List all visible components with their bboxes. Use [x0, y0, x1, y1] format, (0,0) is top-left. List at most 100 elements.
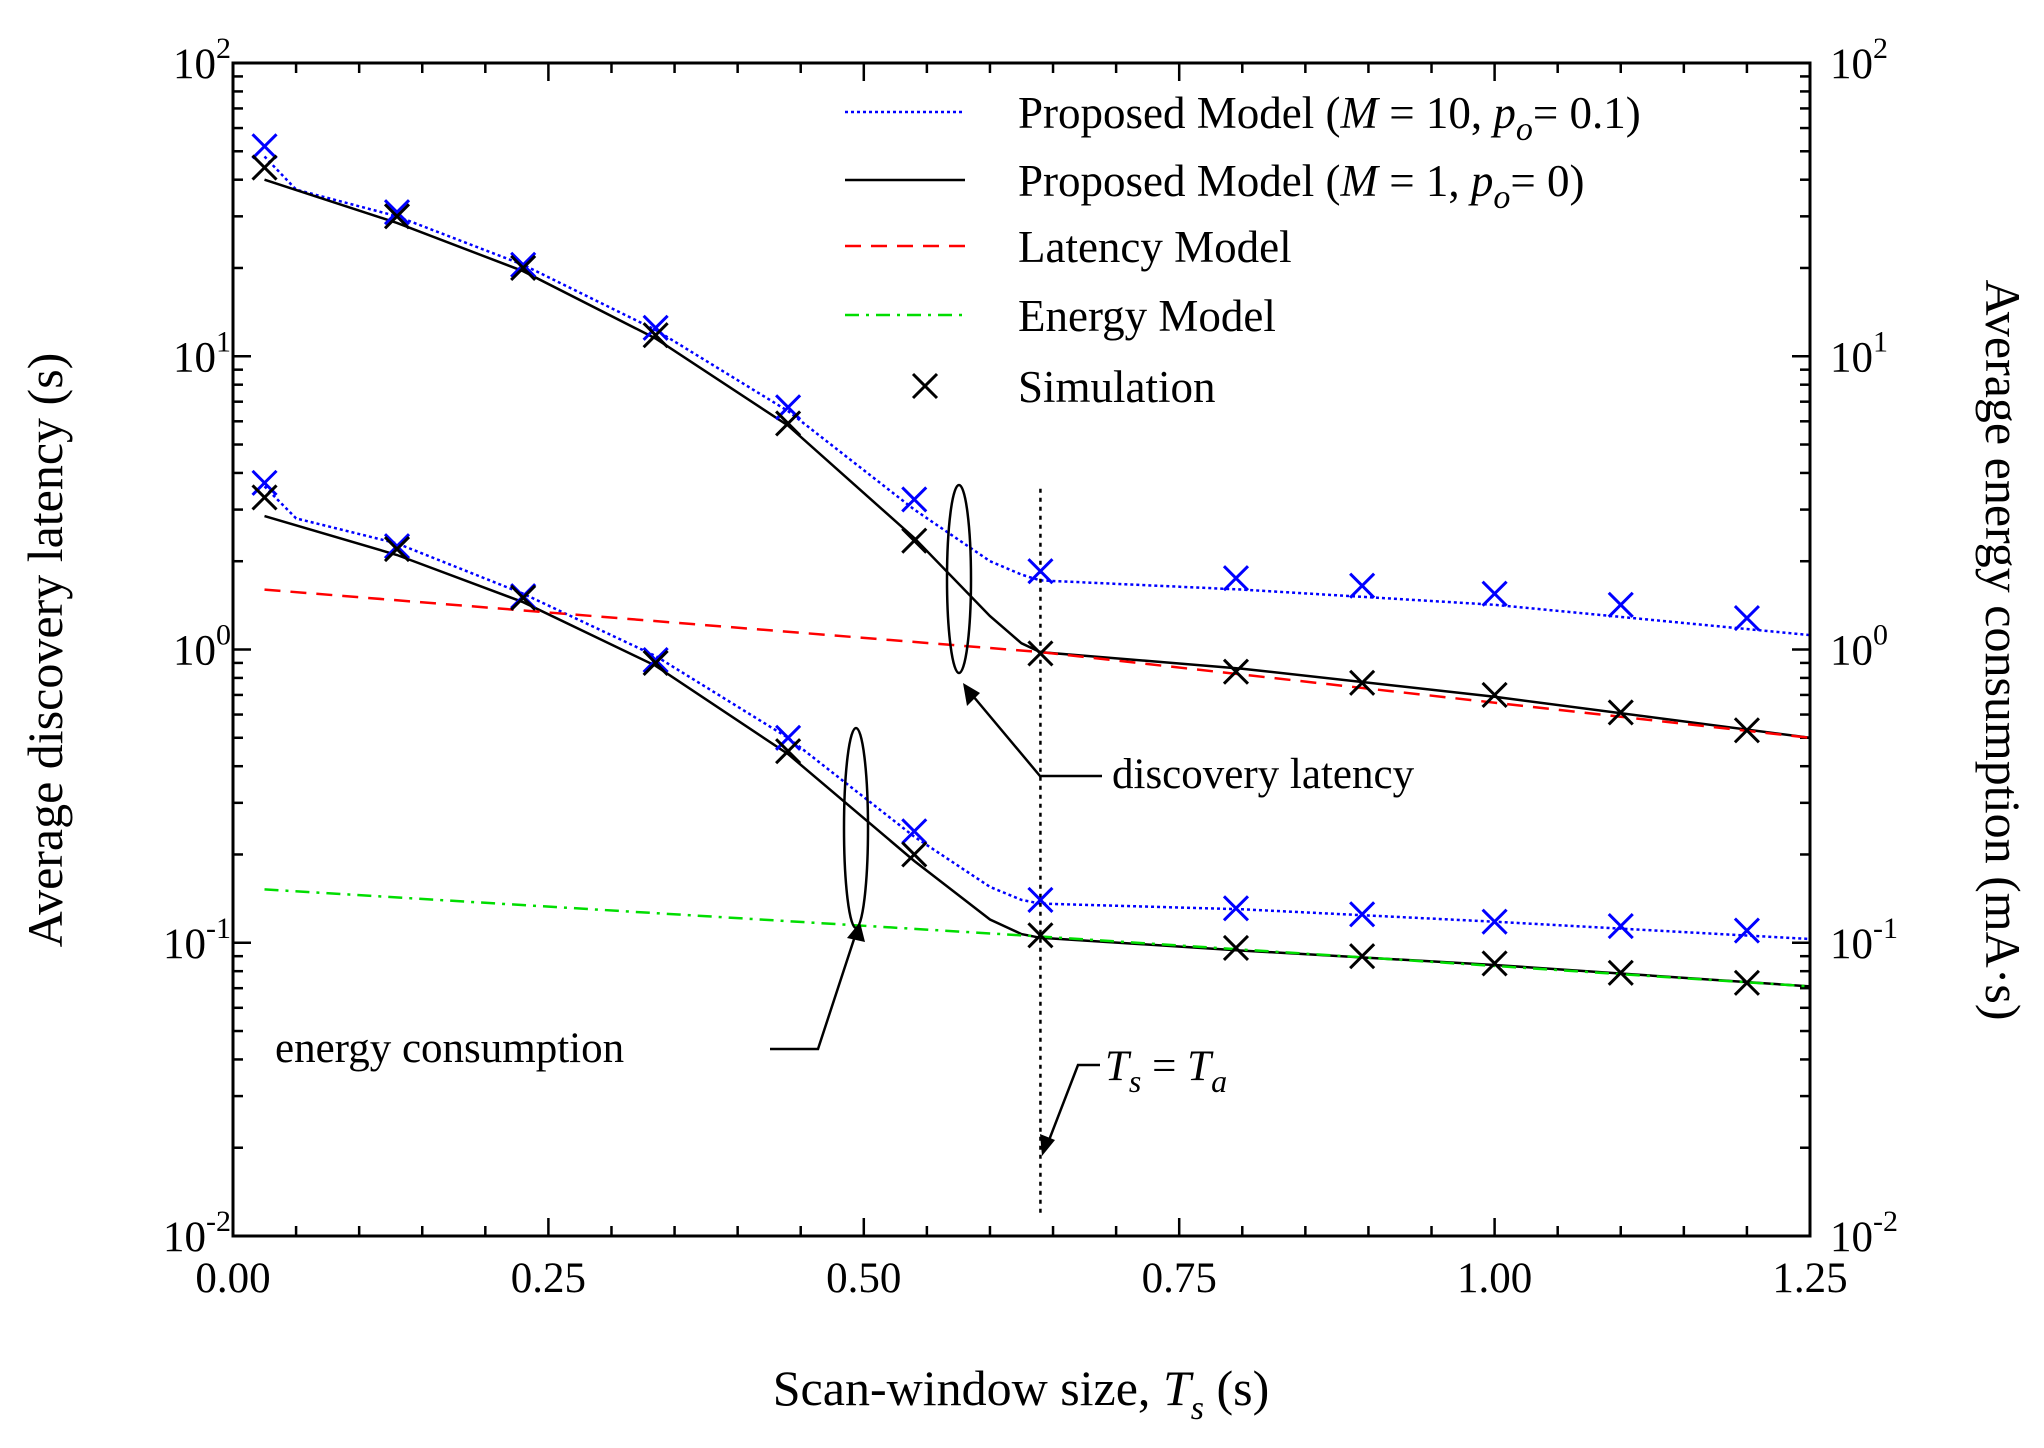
series-line-1	[264, 178, 1810, 740]
simulation-marker-3	[251, 484, 278, 511]
annotation-energy-consumption: energy consumption	[275, 726, 870, 1072]
series-line-4	[264, 588, 1810, 740]
cross-stroke	[510, 254, 537, 282]
annotation-text-energy: energy consumption	[275, 1025, 624, 1072]
cross-stroke	[1349, 669, 1376, 696]
simulation-marker-2	[775, 724, 802, 751]
annotation-leader-ts	[1044, 1063, 1100, 1149]
cross-stroke	[1481, 908, 1508, 935]
cross-stroke	[1027, 640, 1054, 667]
cross-stroke	[642, 649, 669, 676]
legend-simulation-marker	[911, 372, 939, 400]
simulation-marker-2	[901, 818, 928, 845]
plot-frame	[231, 61, 1812, 1238]
series-line-3	[264, 514, 1810, 988]
simulation-marker-0	[383, 199, 411, 226]
simulation-marker-2	[1027, 886, 1054, 913]
simulation-marker-2	[642, 647, 669, 674]
y-tick-label-left: 10-2	[163, 1205, 231, 1261]
simulation-marker-0	[1607, 591, 1634, 618]
cross-stroke	[1027, 558, 1054, 585]
cross-stroke	[251, 133, 278, 160]
simulation-markers	[251, 133, 1760, 996]
annotation-text-latency: discovery latency	[1112, 751, 1415, 798]
cross-stroke	[383, 533, 411, 560]
simulation-marker-0	[642, 314, 669, 341]
simulation-marker-3	[1349, 943, 1376, 970]
y-tick-label-right: 101	[1830, 325, 1888, 381]
cross-stroke	[251, 484, 278, 511]
x-tick-labels: 0.00 0.25 0.50 0.75 1.00 1.25	[195, 1255, 1847, 1302]
cross-stroke	[383, 203, 411, 230]
arrowhead-icon	[847, 922, 865, 942]
cross-stroke	[383, 199, 411, 226]
x-tick-label: 0.00	[195, 1255, 270, 1302]
simulation-marker-1	[383, 203, 411, 230]
simulation-marker-3	[1607, 959, 1634, 986]
cross-stroke	[1481, 580, 1508, 607]
cross-stroke	[1222, 895, 1250, 922]
cross-stroke	[1349, 943, 1376, 970]
arrowhead-icon	[963, 683, 980, 706]
simulation-marker-2	[1607, 913, 1634, 940]
simulation-marker-3	[383, 536, 411, 563]
simulation-marker-3	[1027, 922, 1054, 949]
simulation-marker-0	[1349, 572, 1376, 599]
cross-stroke	[1027, 886, 1054, 913]
simulation-marker-1	[1027, 640, 1054, 667]
y-axis-title-right: Average energy consumption (mA·s)	[1975, 280, 2031, 1021]
y-axis-title-left: Average discovery latency (s)	[17, 353, 73, 948]
simulation-marker-3	[1733, 969, 1760, 996]
cross-stroke	[901, 527, 928, 554]
y-tick-label-left: 102	[173, 32, 231, 88]
cross-stroke	[1481, 950, 1508, 977]
x-axis-title: Scan-window size, Ts (s)	[773, 1360, 1270, 1427]
simulation-marker-1	[1733, 717, 1760, 744]
simulation-marker-2	[1222, 895, 1250, 922]
simulation-marker-1	[901, 527, 928, 554]
cross-stroke	[1222, 934, 1250, 962]
cross-stroke	[383, 536, 411, 563]
legend-label-latency-model: Latency Model	[1018, 222, 1292, 272]
simulation-marker-2	[1349, 901, 1376, 928]
simulation-marker-0	[1027, 558, 1054, 585]
x-tick-label: 0.50	[826, 1255, 901, 1302]
simulation-marker-0	[1733, 605, 1760, 632]
cross-stroke	[901, 486, 928, 513]
legend: Proposed Model (M = 10, po= 0.1) Propose…	[845, 88, 1641, 412]
simulation-marker-3	[642, 649, 669, 676]
x-tick-label: 1.00	[1457, 1255, 1532, 1302]
cross-stroke	[1607, 959, 1634, 986]
simulation-marker-3	[510, 584, 537, 611]
simulation-marker-1	[510, 254, 537, 282]
cross-stroke	[775, 738, 802, 765]
simulation-marker-3	[1222, 934, 1250, 962]
cross-stroke	[901, 818, 928, 845]
simulation-marker-0	[251, 133, 278, 160]
x-tick-label: 0.75	[1142, 1255, 1217, 1302]
y-tick-label-right: 102	[1830, 32, 1888, 88]
cross-stroke	[775, 410, 802, 437]
annotation-ellipse-energy	[842, 726, 870, 930]
simulation-marker-3	[901, 841, 928, 868]
legend-label-proposed-m10: Proposed Model (M = 10, po= 0.1)	[1018, 88, 1641, 148]
simulation-marker-2	[1481, 908, 1508, 935]
simulation-marker-1	[1349, 669, 1376, 696]
legend-label-proposed-m1: Proposed Model (M = 1, po= 0)	[1018, 156, 1585, 216]
simulation-marker-1	[1607, 699, 1634, 726]
simulation-marker-2	[383, 533, 411, 560]
cross-stroke	[1481, 681, 1508, 708]
annotation-leader-latency	[967, 689, 1102, 778]
cross-stroke	[911, 372, 939, 400]
cross-stroke	[642, 322, 669, 349]
simulation-marker-1	[642, 322, 669, 349]
cross-stroke	[1607, 699, 1634, 726]
cross-stroke	[775, 724, 802, 751]
y-tick-label-right: 10-1	[1830, 912, 1898, 968]
annotation-text-ts-ta: Ts = Ta	[1105, 1043, 1227, 1099]
legend-swatch-simulation	[911, 372, 939, 400]
axis-ticks	[231, 63, 1812, 1238]
cross-stroke	[510, 251, 537, 278]
annotation-ellipse-latency	[945, 483, 973, 675]
cross-stroke	[642, 314, 669, 341]
